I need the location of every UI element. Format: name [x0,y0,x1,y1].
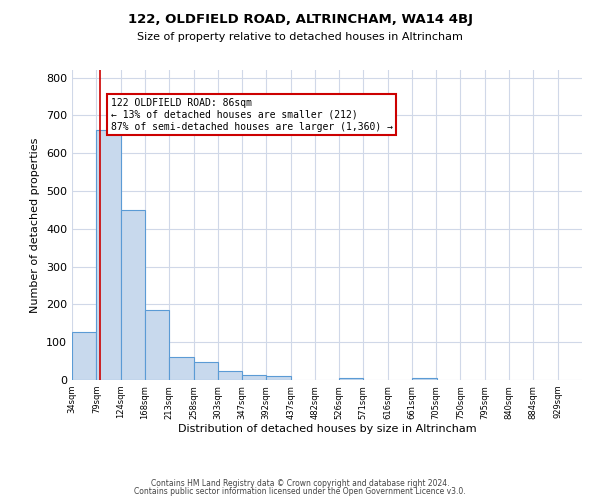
Text: Contains HM Land Registry data © Crown copyright and database right 2024.: Contains HM Land Registry data © Crown c… [151,478,449,488]
Bar [169,358,194,380]
X-axis label: Distribution of detached houses by size in Altrincham: Distribution of detached houses by size … [178,424,476,434]
Bar [242,374,266,380]
Bar [145,310,169,380]
Bar [218,370,242,380]
Bar [266,376,290,380]
Text: Size of property relative to detached houses in Altrincham: Size of property relative to detached ho… [137,32,463,42]
Y-axis label: Number of detached properties: Number of detached properties [31,138,40,312]
Text: Contains public sector information licensed under the Open Government Licence v3: Contains public sector information licen… [134,487,466,496]
Bar [194,362,218,380]
Text: 122 OLDFIELD ROAD: 86sqm
← 13% of detached houses are smaller (212)
87% of semi-: 122 OLDFIELD ROAD: 86sqm ← 13% of detach… [110,98,392,132]
Bar [339,378,364,380]
Bar [412,378,437,380]
Bar [97,130,121,380]
Bar [72,332,97,380]
Text: 122, OLDFIELD ROAD, ALTRINCHAM, WA14 4BJ: 122, OLDFIELD ROAD, ALTRINCHAM, WA14 4BJ [128,12,473,26]
Bar [121,210,145,380]
